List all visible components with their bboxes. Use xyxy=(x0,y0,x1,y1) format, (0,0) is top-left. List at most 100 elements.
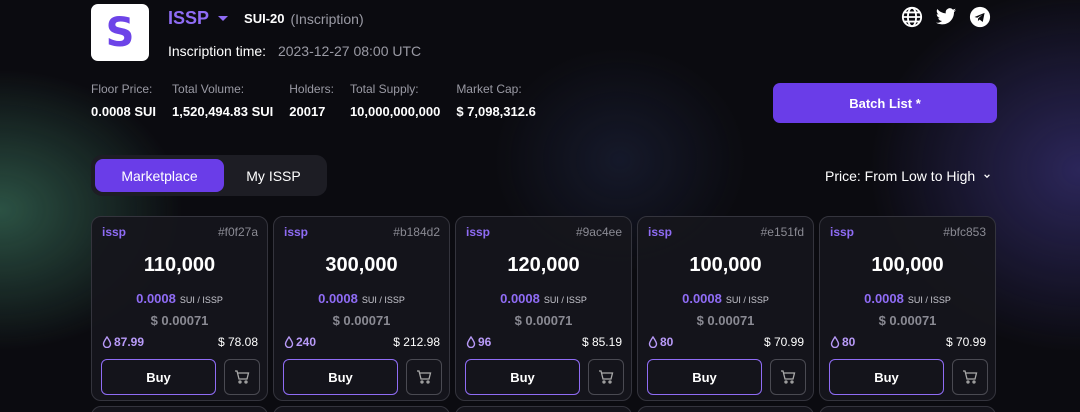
add-to-cart-button[interactable] xyxy=(406,359,442,395)
sui-total-value: 80 xyxy=(660,335,674,349)
globe-icon[interactable] xyxy=(901,6,923,28)
card-unit-price: 0.0008 SUI / ISSP xyxy=(92,290,267,308)
card-ticker: issp xyxy=(648,225,673,239)
buy-button[interactable]: Buy xyxy=(465,359,580,395)
card-usd-price: $ 0.00071 xyxy=(696,313,755,328)
stat-market-cap: Market Cap: $ 7,098,312.6 xyxy=(456,82,536,119)
stat-floor-price: Floor Price: 0.0008 SUI xyxy=(91,82,156,119)
sui-total-value: 87.99 xyxy=(114,335,145,349)
tab-my-issp[interactable]: My ISSP xyxy=(246,167,301,184)
unit-price-value: 0.0008 xyxy=(682,291,722,306)
caret-down-icon[interactable] xyxy=(218,16,229,21)
unit-price-value: 0.0008 xyxy=(136,291,176,306)
cart-icon xyxy=(417,370,432,384)
buy-button[interactable]: Buy xyxy=(283,359,398,395)
add-to-cart-button[interactable] xyxy=(952,359,988,395)
token-title-row: ISSP SUI-20 (Inscription) xyxy=(168,8,364,29)
card-unit-price: 0.0008 SUI / ISSP xyxy=(638,290,813,308)
telegram-icon[interactable] xyxy=(969,6,991,28)
card-usd-price: $ 0.00071 xyxy=(332,313,391,328)
stats-row: Floor Price: 0.0008 SUI Total Volume: 1,… xyxy=(91,82,552,119)
listing-card: issp #f0f27a 110,000 0.0008 SUI / ISSP $ … xyxy=(91,216,268,401)
inscription-time-value: 2023-12-27 08:00 UTC xyxy=(277,43,422,59)
card-usd-price: $ 0.00071 xyxy=(150,313,209,328)
listing-card-peek xyxy=(637,406,814,412)
stat-label: Holders: xyxy=(289,82,334,96)
cart-icon xyxy=(599,370,614,384)
stat-value: $ 7,098,312.6 xyxy=(456,104,536,119)
card-ticker: issp xyxy=(102,225,127,239)
stat-value: 20017 xyxy=(289,104,326,119)
buy-button[interactable]: Buy xyxy=(101,359,216,395)
card-amount: 110,000 xyxy=(143,254,216,276)
stat-value: 0.0008 SUI xyxy=(91,104,157,119)
sui-drop-icon xyxy=(466,336,476,348)
inscription-time-label: Inscription time: xyxy=(168,43,267,59)
card-usd-price: $ 0.00071 xyxy=(878,313,937,328)
card-sui-total: 80 xyxy=(648,335,673,349)
stat-label: Total Volume: xyxy=(172,82,245,96)
stat-total-volume: Total Volume: 1,520,494.83 SUI xyxy=(172,82,273,119)
token-name-dropdown[interactable]: ISSP xyxy=(168,8,210,28)
buy-button[interactable]: Buy xyxy=(829,359,944,395)
sui-drop-icon xyxy=(102,336,112,348)
stat-value: 10,000,000,000 xyxy=(349,104,441,119)
chevron-down-icon xyxy=(984,174,991,179)
card-ticker: issp xyxy=(284,225,309,239)
social-links xyxy=(901,6,991,28)
add-to-cart-button[interactable] xyxy=(770,359,806,395)
sort-label: Price: From Low to High xyxy=(825,168,976,184)
inscription-time-row: Inscription time: 2023-12-27 08:00 UTC xyxy=(168,43,421,59)
stat-label: Total Supply: xyxy=(349,82,419,96)
card-usd-price: $ 0.00071 xyxy=(514,313,573,328)
card-sui-total: 87.99 xyxy=(102,335,144,349)
unit-price-label: SUI / ISSP xyxy=(725,295,769,305)
unit-price-label: SUI / ISSP xyxy=(907,295,951,305)
card-hash: #9ac4ee xyxy=(575,225,622,239)
unit-price-value: 0.0008 xyxy=(864,291,904,306)
card-usd-total: $ 78.08 xyxy=(217,335,258,349)
card-hash: #bfc853 xyxy=(943,225,986,239)
card-unit-price: 0.0008 SUI / ISSP xyxy=(274,290,449,308)
add-to-cart-button[interactable] xyxy=(224,359,260,395)
sort-dropdown[interactable]: Price: From Low to High xyxy=(825,168,991,184)
logo-letter: S xyxy=(105,9,135,56)
buy-button[interactable]: Buy xyxy=(647,359,762,395)
cart-icon xyxy=(781,370,796,384)
listing-card-peek xyxy=(91,406,268,412)
sui-total-value: 80 xyxy=(842,335,856,349)
card-usd-total: $ 70.99 xyxy=(763,335,804,349)
listing-card: issp #b184d2 300,000 0.0008 SUI / ISSP $ … xyxy=(273,216,450,401)
listing-card: issp #e151fd 100,000 0.0008 SUI / ISSP $ … xyxy=(637,216,814,401)
card-hash: #b184d2 xyxy=(393,225,440,239)
twitter-icon[interactable] xyxy=(935,6,957,28)
card-usd-total: $ 70.99 xyxy=(945,335,986,349)
listing-grid: issp #f0f27a 110,000 0.0008 SUI / ISSP $ … xyxy=(91,216,996,401)
sui-drop-icon xyxy=(648,336,658,348)
listing-card: issp #9ac4ee 120,000 0.0008 SUI / ISSP $ … xyxy=(455,216,632,401)
card-unit-price: 0.0008 SUI / ISSP xyxy=(820,290,995,308)
card-sui-total: 80 xyxy=(830,335,855,349)
cart-icon xyxy=(963,370,978,384)
stat-holders: Holders: 20017 xyxy=(289,82,334,119)
add-to-cart-button[interactable] xyxy=(588,359,624,395)
unit-price-value: 0.0008 xyxy=(500,291,540,306)
card-sui-total: 96 xyxy=(466,335,491,349)
stat-label: Floor Price: xyxy=(91,82,153,96)
listing-card: issp #bfc853 100,000 0.0008 SUI / ISSP $ … xyxy=(819,216,996,401)
card-amount: 120,000 xyxy=(507,254,580,276)
token-kind: (Inscription) xyxy=(290,10,364,27)
card-amount: 300,000 xyxy=(325,254,398,276)
token-logo: S xyxy=(91,4,149,61)
cart-icon xyxy=(235,370,250,384)
listing-card-peek xyxy=(455,406,632,412)
unit-price-label: SUI / ISSP xyxy=(543,295,587,305)
card-unit-price: 0.0008 SUI / ISSP xyxy=(456,290,631,308)
card-hash: #f0f27a xyxy=(217,225,258,239)
unit-price-label: SUI / ISSP xyxy=(361,295,405,305)
token-standard: SUI-20 xyxy=(244,11,285,26)
tab-marketplace[interactable]: Marketplace xyxy=(95,159,224,192)
batch-list-button[interactable]: Batch List * xyxy=(773,83,997,123)
listing-card-peek xyxy=(273,406,450,412)
stat-label: Market Cap: xyxy=(456,82,522,96)
